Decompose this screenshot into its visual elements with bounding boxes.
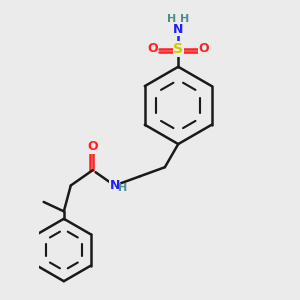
Text: N: N — [110, 179, 120, 192]
Text: O: O — [199, 42, 209, 56]
Text: N: N — [173, 22, 183, 35]
Text: H: H — [167, 14, 176, 24]
Text: H: H — [180, 14, 189, 24]
Text: O: O — [147, 42, 158, 56]
Text: O: O — [87, 140, 98, 153]
Text: H: H — [118, 183, 128, 193]
Text: S: S — [173, 42, 183, 56]
